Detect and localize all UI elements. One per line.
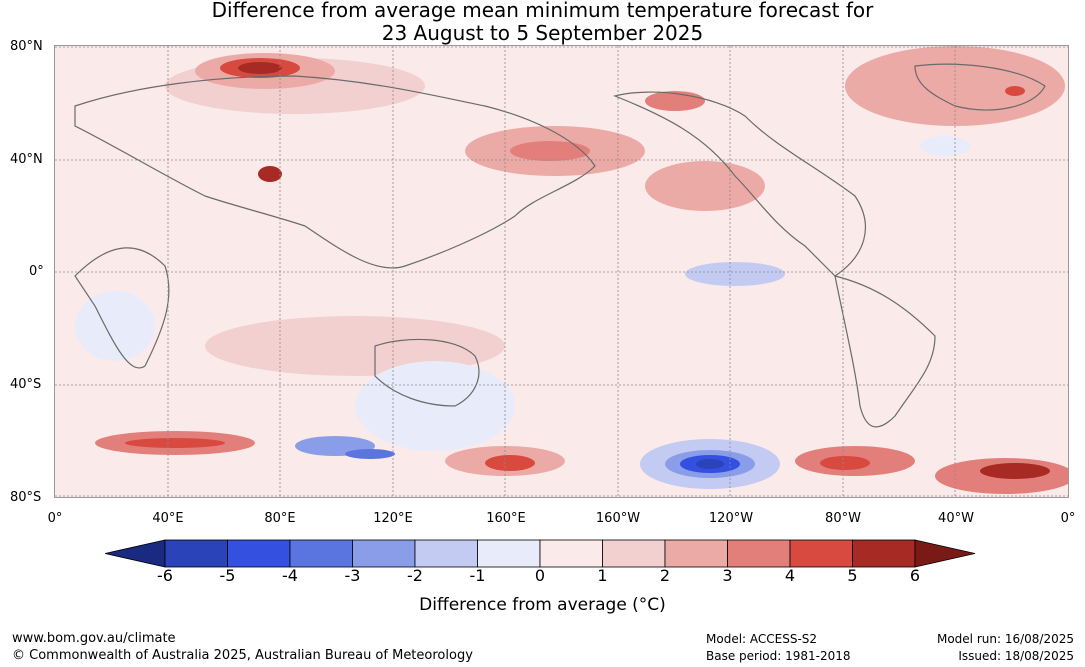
- colorbar-tick-label: 4: [784, 566, 796, 585]
- colorbar-cell: [414, 539, 478, 568]
- lon-label-40e: 40°E: [152, 511, 184, 526]
- colorbar-cell: [289, 539, 353, 568]
- colorbar-tick-label: 6: [909, 566, 921, 585]
- colorbar-tick-label: -3: [344, 566, 361, 585]
- colorbar-tick-label: 2: [659, 566, 671, 585]
- lat-label-40s: 40°S: [10, 377, 42, 392]
- footer-model-run: Model run: 16/08/2025: [936, 632, 1074, 646]
- anomaly-map: [54, 45, 1069, 498]
- colorbar-tick-label: -6: [157, 566, 173, 585]
- lon-label-120w: 120°W: [708, 511, 754, 526]
- lon-label-120e: 120°E: [373, 511, 413, 526]
- colorbar-tick-label: 5: [847, 566, 858, 585]
- colorbar-cell: [352, 539, 416, 568]
- colorbar-tick-label: -2: [407, 566, 423, 585]
- colorbar-tick-label: -1: [469, 566, 486, 585]
- colorbar-extend-high: [914, 539, 976, 568]
- lat-label-80s: 80°S: [10, 490, 42, 505]
- cool-anomaly-regions: [75, 136, 970, 489]
- colorbar-cell: [664, 539, 728, 568]
- anomaly-map-canvas: [55, 46, 1068, 497]
- footer-copyright: © Commonwealth of Australia 2025, Austra…: [12, 648, 473, 663]
- lon-label-160e: 160°E: [486, 511, 526, 526]
- colorbar-cell: [164, 539, 228, 568]
- colorbar-tick-label: -5: [219, 566, 236, 585]
- lon-label-0-right: 0°: [1060, 511, 1076, 526]
- map-title-line-1: Difference from average mean minimum tem…: [211, 0, 874, 22]
- colorbar-cell: [602, 539, 666, 568]
- footer-website: www.bom.gov.au/climate: [12, 631, 176, 646]
- lat-label-0: 0°: [29, 264, 44, 279]
- colorbar-cell: [539, 539, 603, 568]
- colorbar-cell: [477, 539, 541, 568]
- lon-label-0-left: 0°: [47, 511, 63, 526]
- colorbar: [105, 539, 976, 568]
- footer-issued: Issued: 18/08/2025: [958, 649, 1074, 663]
- lat-label-40n: 40°N: [10, 152, 43, 167]
- colorbar-cells: [105, 539, 976, 568]
- lon-label-40w: 40°W: [938, 511, 974, 526]
- warm-anomaly-regions: [95, 46, 1068, 494]
- lon-label-80w: 80°W: [825, 511, 861, 526]
- lat-label-80n: 80°N: [10, 39, 43, 54]
- coastlines: [74, 63, 1046, 428]
- map-title-line-2: 23 August to 5 September 2025: [381, 21, 704, 45]
- colorbar-extend-low: [105, 539, 166, 568]
- colorbar-tick-label: 3: [722, 566, 733, 585]
- colorbar-cell: [789, 539, 853, 568]
- lon-label-160w: 160°W: [595, 511, 641, 526]
- colorbar-cell: [727, 539, 791, 568]
- colorbar-tick-label: 0: [534, 566, 546, 585]
- footer-model: Model: ACCESS-S2: [706, 632, 818, 646]
- footer-base-period: Base period: 1981-2018: [706, 649, 851, 663]
- colorbar-cell: [227, 539, 291, 568]
- lon-label-80e: 80°E: [264, 511, 296, 526]
- colorbar-tick-label: -4: [282, 566, 298, 585]
- colorbar-cell: [852, 539, 916, 568]
- graticule: [55, 46, 1068, 497]
- colorbar-tick-label: 1: [597, 566, 608, 585]
- colorbar-label: Difference from average (°C): [419, 595, 666, 615]
